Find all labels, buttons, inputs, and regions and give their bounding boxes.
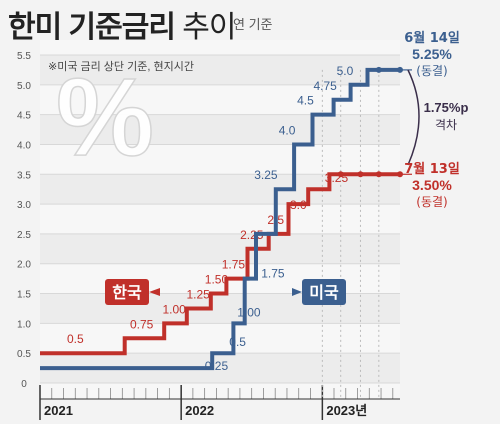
data-label: 5.0 xyxy=(337,64,354,78)
data-label: 1.50 xyxy=(205,273,229,287)
usa-rate: 5.25% xyxy=(412,46,452,62)
data-label: 1.00 xyxy=(162,302,186,316)
title-light: 추이 xyxy=(182,11,236,44)
series-line-korea xyxy=(40,172,400,356)
y-tick-label: 0 xyxy=(21,379,27,390)
page-title: 한미 기준금리 추이 xyxy=(8,2,236,46)
gap-value: 1.75%p xyxy=(424,100,469,115)
korea-rate: 3.50% xyxy=(412,177,452,193)
title-note: 연 기준 xyxy=(233,17,273,32)
grid-band xyxy=(40,233,400,264)
y-tick-label: 4.5 xyxy=(17,111,31,122)
korea-status: (동결) xyxy=(416,195,447,209)
y-tick-label: 4.0 xyxy=(17,140,31,151)
usa-end-dot xyxy=(375,66,382,73)
usa-tag-pointer xyxy=(292,288,302,296)
grid-band xyxy=(40,114,400,145)
grid-band xyxy=(40,174,400,205)
korea-tag-box xyxy=(105,279,149,305)
x-tick-label: 2021 xyxy=(44,403,73,418)
data-label: 4.75 xyxy=(313,79,337,93)
data-label: 0.5 xyxy=(67,332,84,346)
korea-date: 7월 13일 xyxy=(404,161,460,177)
data-label: 4.5 xyxy=(297,94,314,108)
data-label: 0.25 xyxy=(205,359,229,373)
usa-date: 6월 14일 xyxy=(404,30,460,46)
y-tick-label: 3.5 xyxy=(17,170,31,181)
series-line-usa xyxy=(40,67,400,371)
gap-bracket xyxy=(407,69,420,166)
data-label: 1.75 xyxy=(222,258,246,272)
data-label: 3.25 xyxy=(325,171,349,185)
y-tick-label: 2.5 xyxy=(17,230,31,241)
title-main: 한미 기준금리 xyxy=(8,11,176,44)
y-tick-label: 2.0 xyxy=(17,260,31,271)
korea-end-dot xyxy=(357,171,364,178)
y-tick-label: 5.5 xyxy=(17,51,31,62)
y-tick-label: 1.5 xyxy=(17,290,31,301)
x-tick-label: 2022 xyxy=(185,403,214,418)
x-tick-label: 2023년 xyxy=(326,403,367,418)
data-label: 1.75 xyxy=(261,267,285,281)
data-label: 4.0 xyxy=(279,123,296,137)
y-tick-label: 1.0 xyxy=(17,319,31,330)
data-label: 1.00 xyxy=(237,305,261,319)
data-label: 0.5 xyxy=(229,335,246,349)
korea-tag-text: 한국 xyxy=(112,283,142,302)
data-label: 1.25 xyxy=(186,287,210,301)
korea-end-dot xyxy=(375,171,382,178)
y-tick-label: 0.5 xyxy=(17,349,31,360)
data-label: 3.0 xyxy=(290,198,307,212)
gap-label: 격차 xyxy=(435,118,457,132)
korea-end-dot xyxy=(337,171,344,178)
y-tick-label: 5.0 xyxy=(17,81,31,92)
korea-tag-pointer xyxy=(149,288,160,296)
data-label: 0.75 xyxy=(130,317,154,331)
y-tick-label: 3.0 xyxy=(17,200,31,211)
usa-tag-box xyxy=(302,279,346,305)
watermark-percent: % xyxy=(56,56,154,179)
usa-tag-text: 미국 xyxy=(309,283,339,302)
data-label: 3.25 xyxy=(254,168,278,182)
subnote: ※미국 금리 상단 기준, 현지시간 xyxy=(48,61,194,73)
grid-band xyxy=(40,55,400,85)
usa-status: (동결) xyxy=(416,64,447,78)
